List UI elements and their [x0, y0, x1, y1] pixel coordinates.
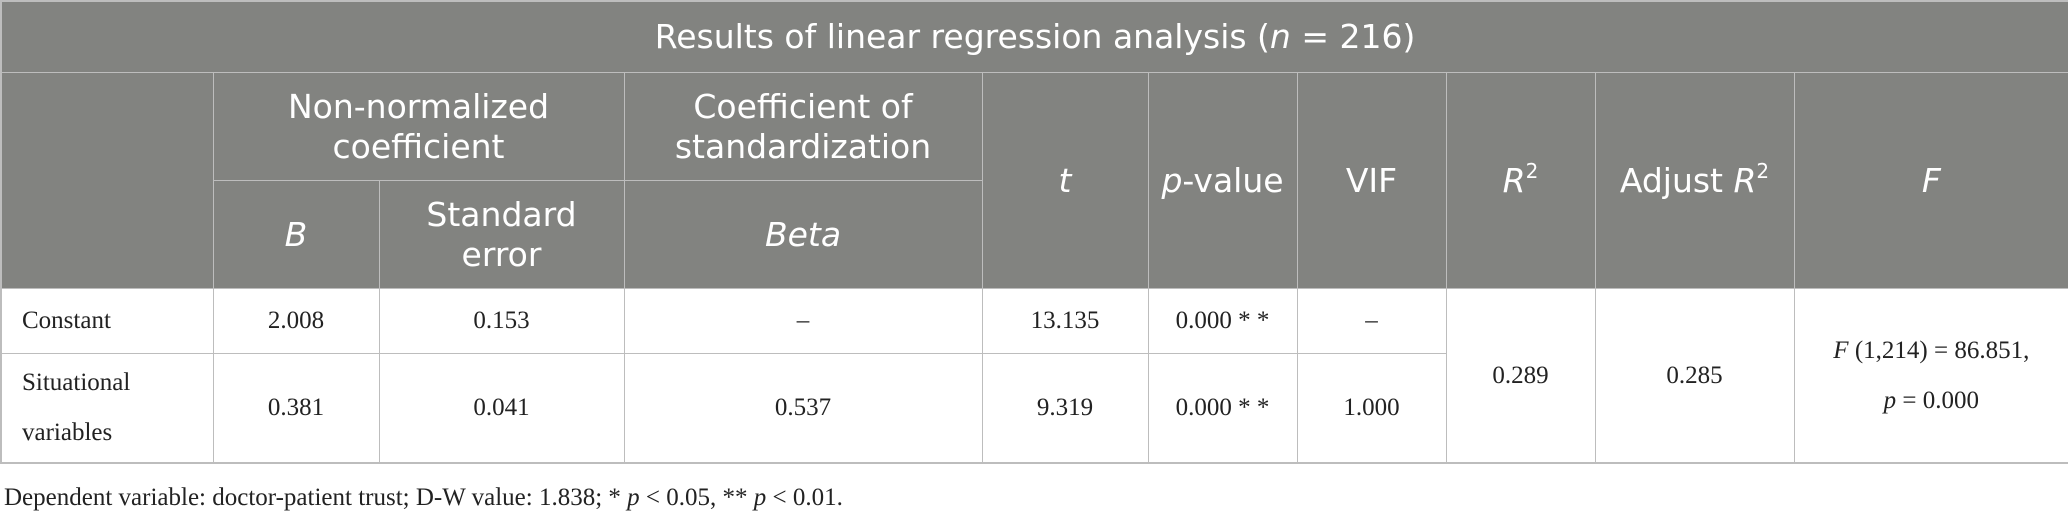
header-r-squared: R2	[1445, 72, 1596, 289]
header-empty-corner	[0, 72, 214, 289]
header-p-value: p-value	[1147, 72, 1298, 289]
cell-t: 9.319	[981, 353, 1149, 464]
header-coefficient-of-standardization: Coefficient of standardization	[623, 72, 983, 181]
header-vif: VIF	[1296, 72, 1447, 289]
cell-p-value: 0.000 * *	[1147, 353, 1298, 464]
cell-b: 2.008	[212, 288, 380, 354]
cell-p-value: 0.000 * *	[1147, 288, 1298, 354]
header-b: B	[212, 180, 380, 289]
header-f: F	[1793, 72, 2068, 289]
regression-table-container: Results of linear regression analysis (n…	[0, 0, 2068, 464]
table-row: Situational variables 0.381 0.041 0.537 …	[0, 353, 2068, 464]
cell-f-statistic: F (1,214) = 86.851, p = 0.000	[1793, 288, 2068, 464]
row-label-situational-variables: Situational variables	[0, 353, 214, 464]
cell-beta: 0.537	[623, 353, 983, 464]
regression-results-table: Results of linear regression analysis (n…	[0, 0, 2068, 464]
cell-standard-error: 0.041	[378, 353, 625, 464]
cell-standard-error: 0.153	[378, 288, 625, 354]
header-non-normalized-coefficient: Non-normalized coefficient	[212, 72, 625, 181]
table-row: Constant 2.008 0.153 – 13.135 0.000 * * …	[0, 288, 2068, 464]
header-standard-error: Standard error	[378, 180, 625, 289]
cell-vif: 1.000	[1296, 353, 1447, 464]
table-title: Results of linear regression analysis (n…	[0, 0, 2068, 73]
cell-vif: –	[1296, 288, 1447, 354]
cell-adjust-r-squared: 0.285	[1594, 288, 1795, 464]
cell-b: 0.381	[212, 353, 380, 464]
row-label-constant: Constant	[0, 288, 214, 354]
header-adjust-r-squared: Adjust R2	[1594, 72, 1795, 289]
header-beta: Beta	[623, 180, 983, 289]
table-footnote: Dependent variable: doctor-patient trust…	[4, 484, 843, 511]
cell-beta: –	[623, 288, 983, 354]
header-t: t	[981, 72, 1149, 289]
cell-t: 13.135	[981, 288, 1149, 354]
cell-r-squared: 0.289	[1445, 288, 1596, 464]
